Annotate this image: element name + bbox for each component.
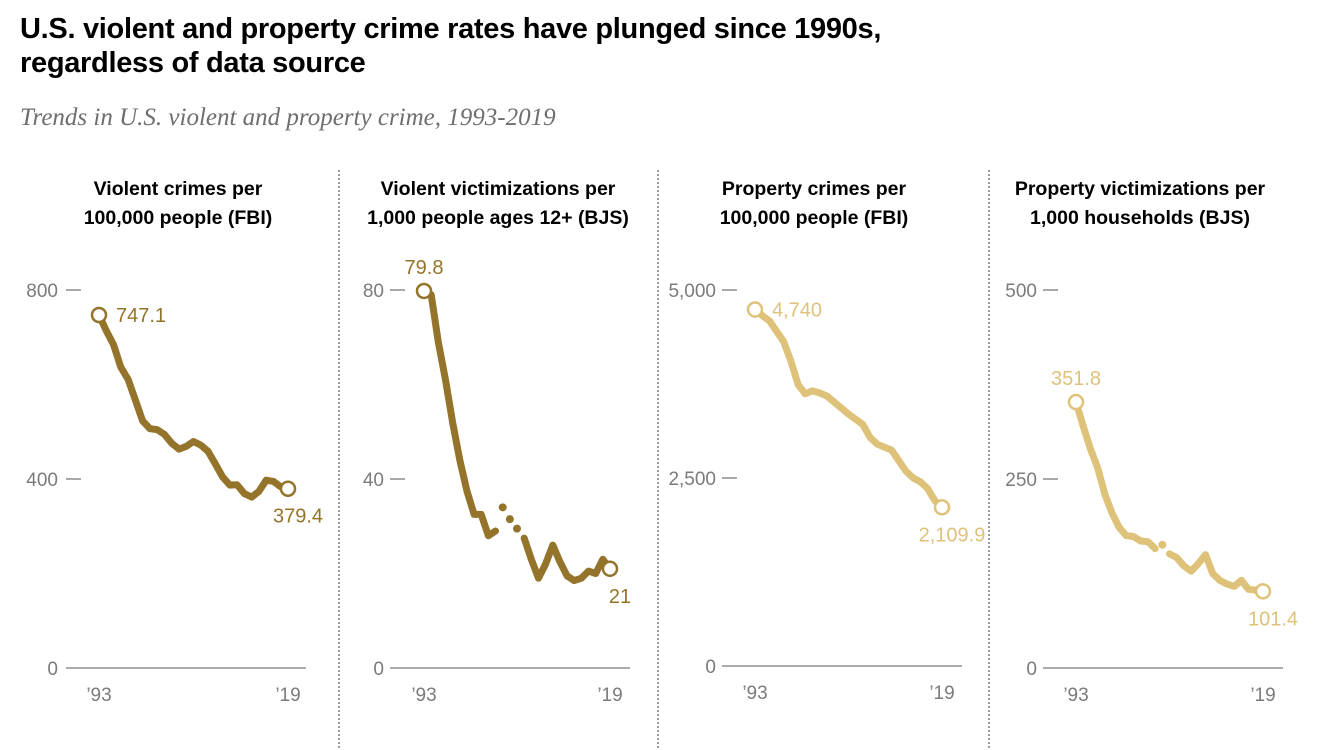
panel-1-y-tick-label: 400: [26, 470, 58, 491]
panel-3-y-tick-label: 5,000: [668, 281, 716, 302]
panel-4-series-line: [1072, 398, 1159, 553]
panel-2-series-line: [520, 534, 614, 585]
panel-3-end-value-label: 2,109.9: [919, 524, 986, 546]
panel-3-x-tick-label: ’19: [929, 683, 954, 704]
panel-3-end-marker: [933, 499, 951, 516]
panel-4-series-line: [1166, 550, 1267, 595]
panel-3-start-value-label: 4,740: [772, 300, 822, 322]
panel-4-end-value-label: 101.4: [1248, 608, 1298, 630]
panel-3-title-line-2: 100,000 people (FBI): [719, 207, 909, 229]
panel-4-x-tick-label: ’93: [1063, 685, 1088, 706]
panel-4-y-tick-label: 0: [1026, 659, 1037, 680]
panel-1-x-tick-label: ’19: [275, 685, 300, 706]
panel-1-start-marker: [90, 306, 108, 324]
panel-3-y-tick-label: 2,500: [668, 469, 716, 490]
panel-2-y-tick-label: 0: [373, 659, 384, 680]
panel-divider-1: [338, 170, 340, 748]
panel-2-title: Violent victimizations per 1,000 people …: [338, 175, 658, 233]
panel-2-series-line: [420, 287, 499, 540]
panel-2-x-tick-label: ’19: [597, 685, 622, 706]
panel-4-start-marker: [1067, 393, 1085, 411]
chart-title-line-1: U.S. violent and property crime rates ha…: [20, 13, 882, 45]
panel-4-y-tick-label: 500: [1005, 281, 1037, 302]
panel-4-gap-point: [1158, 540, 1167, 549]
chart-title: U.S. violent and property crime rates ha…: [20, 12, 1120, 80]
panel-3-title: Property crimes per 100,000 people (FBI): [654, 175, 974, 233]
panel-1-end-marker: [279, 480, 297, 497]
chart-subtitle: Trends in U.S. violent and property crim…: [20, 104, 556, 131]
panel-1-title-line-2: 100,000 people (FBI): [83, 207, 273, 229]
panel-1-end-value-label: 379.4: [273, 506, 323, 528]
panel-1-y-tick-label: 800: [26, 281, 58, 302]
panel-3-title-line-1: Property crimes per: [721, 178, 907, 200]
panel-4-title: Property victimizations per 1,000 househ…: [980, 175, 1300, 233]
panel-3-series-line: [751, 306, 946, 511]
panel-1-title-line-1: Violent crimes per: [93, 178, 263, 200]
panel-4-title-line-2: 1,000 households (BJS): [1030, 207, 1250, 229]
panel-1-series-line: [95, 311, 292, 501]
panel-4-title-line-1: Property victimizations per: [1014, 178, 1266, 200]
panel-2-title-line-1: Violent victimizations per: [380, 178, 616, 200]
panel-2-start-marker: [415, 282, 433, 300]
panel-1-title: Violent crimes per 100,000 people (FBI): [18, 175, 338, 233]
panel-4-end-marker: [1254, 583, 1272, 600]
panel-3-start-marker: [746, 301, 764, 318]
panel-2-gap-point: [498, 503, 507, 512]
panel-4-start-value-label: 351.8: [1051, 368, 1101, 390]
panel-1-y-tick-label: 0: [47, 659, 58, 680]
panel-divider-2: [657, 170, 659, 748]
panel-2-y-tick-label: 40: [363, 470, 384, 491]
panel-4-x-tick-label: ’19: [1250, 685, 1275, 706]
panel-2-x-tick-label: ’93: [411, 685, 436, 706]
panel-divider-3: [988, 170, 990, 748]
panel-3-y-tick-label: 0: [705, 657, 716, 678]
panel-2-title-line-2: 1,000 people ages 12+ (BJS): [367, 207, 629, 229]
panel-2-start-value-label: 79.8: [405, 257, 444, 279]
panel-2-gap-point: [505, 515, 514, 524]
panel-2-end-marker: [601, 560, 619, 578]
panel-2-gap-point: [513, 524, 521, 533]
panel-2-end-value-label: 21: [609, 586, 631, 608]
panel-1-x-tick-label: ’93: [86, 685, 111, 706]
panel-2-y-tick-label: 80: [363, 281, 384, 302]
panel-1-start-value-label: 747.1: [116, 305, 166, 327]
chart-title-line-2: regardless of data source: [20, 47, 366, 79]
panel-4-y-tick-label: 250: [1005, 470, 1037, 491]
panel-3-x-tick-label: ’93: [742, 683, 767, 704]
